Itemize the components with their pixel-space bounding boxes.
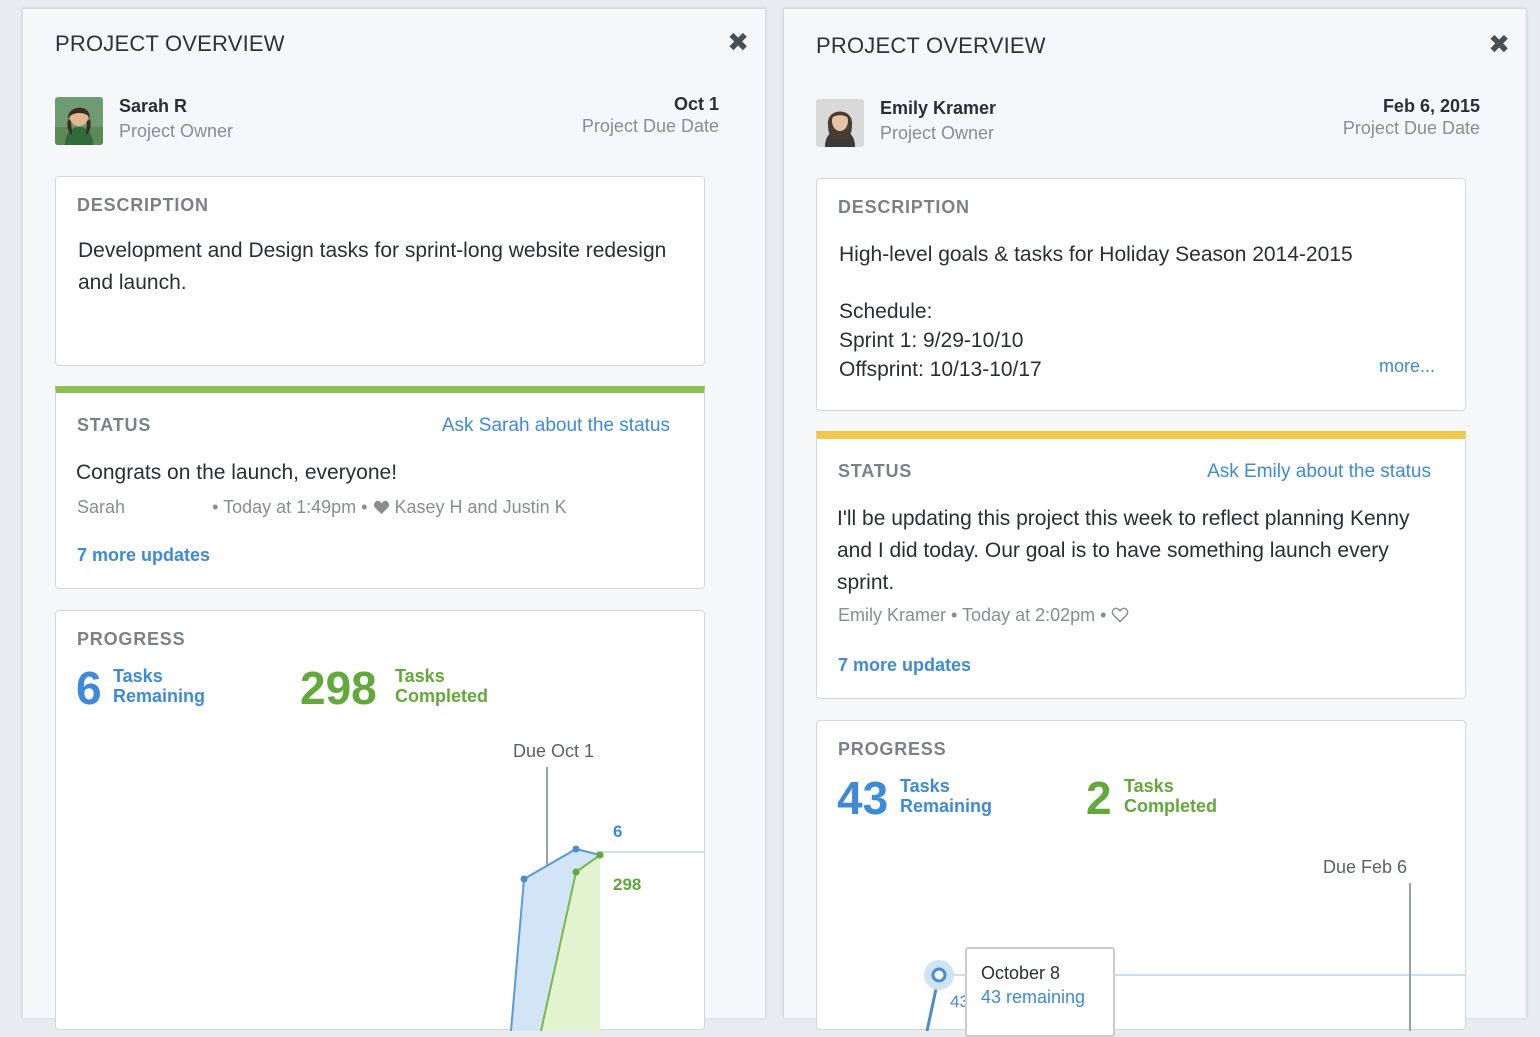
close-icon[interactable]: ✖ — [727, 27, 749, 57]
ask-status-link[interactable]: Ask Sarah about the status — [441, 415, 670, 436]
tasks-remaining-count: 43 — [837, 772, 889, 824]
status-author[interactable]: Sarah — [77, 497, 126, 517]
completed-point[interactable] — [596, 851, 604, 859]
status-likes[interactable]: Kasey H and Justin K — [394, 497, 567, 517]
status-message: Congrats on the launch, everyone! — [76, 461, 398, 484]
separator-dot: • — [951, 605, 958, 625]
tasks-completed-label1: Tasks — [1124, 776, 1174, 796]
chart-tooltip: October 8 43 remaining — [965, 947, 1115, 1037]
tasks-completed-label1: Tasks — [395, 666, 445, 686]
burnup-chart: Due Feb 6 43 — [924, 857, 1465, 1031]
tasks-completed-label2: Completed — [395, 686, 489, 706]
status-time: Today at 1:49pm — [223, 497, 357, 517]
owner-role: Project Owner — [880, 123, 995, 143]
status-meta: Emily Kramer • Today at 2:02pm • — [838, 605, 1129, 626]
separator-dot: • — [1100, 605, 1107, 625]
status-card: STATUS Ask Sarah about the status Congra… — [55, 386, 705, 589]
schedule-line: Offsprint: 10/13-10/17 — [839, 358, 1042, 381]
description-heading: DESCRIPTION — [77, 195, 209, 215]
schedule-label: Schedule: — [839, 300, 933, 323]
due-date-label: Project Due Date — [581, 116, 719, 136]
project-overview-panel-emily: PROJECT OVERVIEW ✖ Emily Kramer Project … — [783, 8, 1527, 1037]
description-card: DESCRIPTION Development and Design tasks… — [55, 176, 705, 366]
tasks-completed-label2: Completed — [1124, 796, 1218, 816]
tasks-remaining-label2: Remaining — [113, 686, 206, 706]
close-icon[interactable]: ✖ — [1488, 29, 1510, 59]
description-text: Development and Design tasks for sprint-… — [78, 239, 667, 294]
progress-heading: PROGRESS — [77, 629, 186, 649]
remaining-point[interactable] — [520, 875, 528, 883]
due-marker-label: Due Feb 6 — [1323, 857, 1407, 877]
completed-data-label: 298 — [613, 875, 641, 894]
more-link[interactable]: more... — [1378, 356, 1435, 376]
tasks-remaining-label1: Tasks — [900, 776, 950, 796]
avatar[interactable] — [55, 97, 103, 145]
completed-point[interactable] — [572, 868, 580, 876]
panel-title: PROJECT OVERVIEW — [55, 31, 285, 56]
separator-dot: • — [361, 497, 368, 517]
schedule-line: Sprint 1: 9/29-10/10 — [839, 329, 1024, 352]
completed-area — [541, 855, 600, 1031]
ask-status-link[interactable]: Ask Emily about the status — [1207, 461, 1431, 482]
due-date: Oct 1 — [673, 94, 719, 114]
remaining-data-label: 6 — [613, 822, 622, 841]
description-card: DESCRIPTION High-level goals & tasks for… — [816, 178, 1466, 411]
owner-name[interactable]: Emily Kramer — [880, 98, 997, 118]
tasks-completed-count: 2 — [1086, 772, 1112, 824]
avatar[interactable] — [816, 99, 864, 147]
due-date: Feb 6, 2015 — [1382, 96, 1480, 116]
status-message: I'll be updating this project this week … — [837, 507, 1410, 594]
owner-role: Project Owner — [119, 121, 234, 141]
remaining-line — [510, 847, 601, 1031]
description-heading: DESCRIPTION — [838, 197, 970, 217]
heart-outline-icon[interactable] — [1111, 607, 1129, 623]
status-heading: STATUS — [77, 415, 152, 435]
project-overview-panel-sarah: PROJECT OVERVIEW ✖ Sarah R Project Owner… — [22, 8, 766, 1031]
remaining-point[interactable] — [572, 845, 580, 853]
heart-filled-icon[interactable] — [373, 500, 390, 515]
tooltip-date: October 8 — [981, 963, 1061, 983]
remaining-point-active[interactable] — [931, 967, 947, 983]
more-updates-link[interactable]: 7 more updates — [838, 655, 972, 675]
tasks-remaining-label2: Remaining — [900, 796, 993, 816]
status-time: Today at 2:02pm — [962, 605, 1096, 625]
progress-card: PROGRESS 43 Tasks Remaining 2 Tasks Comp… — [816, 720, 1466, 1037]
status-heading: STATUS — [838, 461, 913, 481]
tasks-remaining-count: 6 — [76, 662, 102, 714]
more-updates-link[interactable]: 7 more updates — [77, 545, 211, 565]
due-date-label: Project Due Date — [1342, 118, 1480, 138]
separator-dot: • — [212, 497, 219, 517]
status-author[interactable]: Emily Kramer — [838, 605, 947, 625]
progress-heading: PROGRESS — [838, 739, 947, 759]
point-label: 43 — [950, 992, 969, 1011]
status-card: STATUS Ask Emily about the status I'll b… — [816, 431, 1466, 699]
burnup-chart: Due Oct 1 6 298 — [510, 741, 704, 1031]
due-marker-label: Due Oct 1 — [513, 741, 594, 761]
progress-card: PROGRESS 6 Tasks Remaining 298 Tasks Com… — [55, 610, 705, 1031]
tooltip-remaining: 43 remaining — [981, 987, 1086, 1007]
panel-title: PROJECT OVERVIEW — [816, 33, 1046, 58]
status-meta: Sarah • Today at 1:49pm • Kasey H and Ju… — [77, 497, 567, 518]
tasks-completed-count: 298 — [300, 662, 377, 714]
description-text: High-level goals & tasks for Holiday Sea… — [839, 243, 1353, 266]
owner-name[interactable]: Sarah R — [119, 96, 188, 116]
tasks-remaining-label1: Tasks — [113, 666, 163, 686]
